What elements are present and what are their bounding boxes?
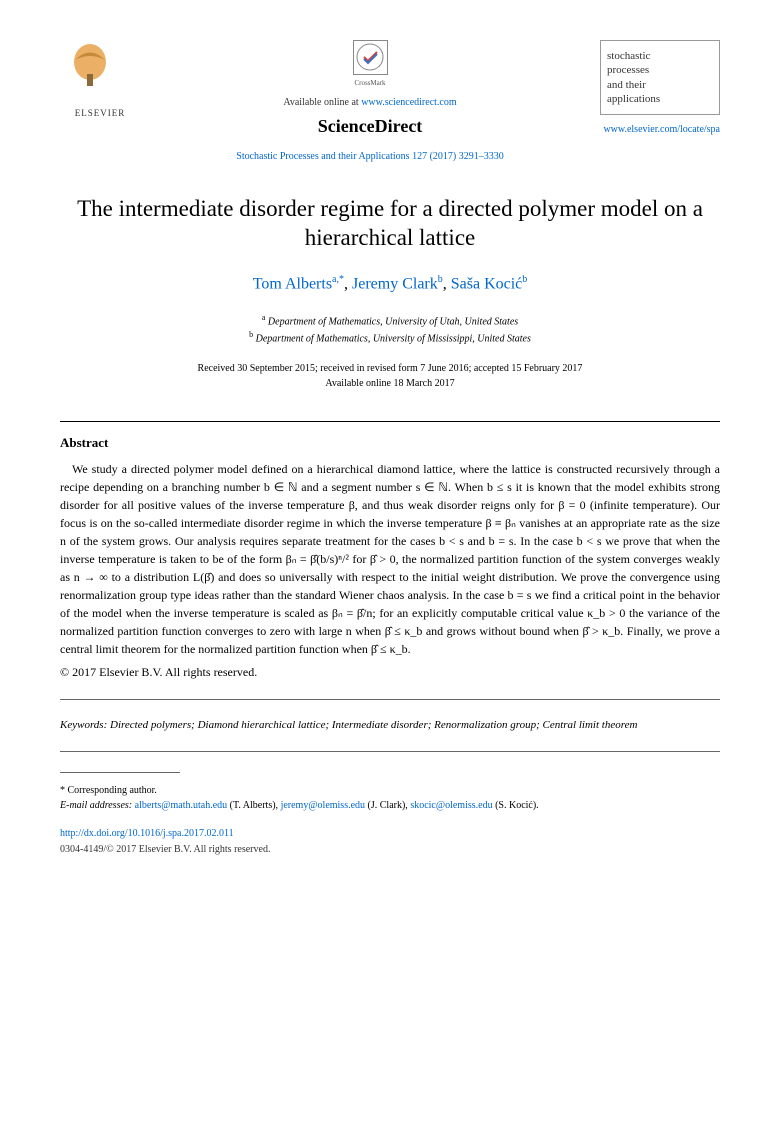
publisher-name: ELSEVIER [60,107,140,120]
email-label: E-mail addresses: [60,800,132,811]
email-addresses-line: E-mail addresses: alberts@math.utah.edu … [60,798,720,813]
dates-line-1: Received 30 September 2015; received in … [60,361,720,376]
doi-block: http://dx.doi.org/10.1016/j.spa.2017.02.… [60,827,720,857]
affiliation-b: b Department of Mathematics, University … [60,329,720,346]
crossmark-badge[interactable]: CrossMark [353,40,388,89]
journal-line-1: stochastic [607,49,713,63]
author-link-2[interactable]: Jeremy Clark [352,276,438,293]
footnote-rule [60,772,180,773]
author-affil-2: b [438,274,443,285]
publisher-logo-block: ELSEVIER [60,40,140,120]
email-who-3: (S. Kocić). [495,800,539,811]
available-online-text: Available online at www.sciencedirect.co… [160,96,580,110]
journal-line-4: applications [607,92,713,106]
header-right: stochastic processes and their applicati… [600,40,720,137]
affiliations-block: a Department of Mathematics, University … [60,312,720,347]
affiliation-a: a Department of Mathematics, University … [60,312,720,329]
abstract-heading: Abstract [60,434,720,452]
email-link-1[interactable]: alberts@math.utah.edu [135,800,228,811]
email-who-2: (J. Clark), [368,800,408,811]
available-prefix: Available online at [283,97,361,108]
keywords-label: Keywords: [60,719,107,731]
keywords-text: Directed polymers; Diamond hierarchical … [110,719,637,731]
paper-title: The intermediate disorder regime for a d… [60,194,720,254]
sciencedirect-url-link[interactable]: www.sciencedirect.com [361,97,456,108]
keywords-block: Keywords: Directed polymers; Diamond hie… [60,718,720,733]
author-link-3[interactable]: Saša Kocić [451,276,523,293]
header-row: ELSEVIER CrossMark Available online at w… [60,40,720,164]
crossmark-label: CrossMark [353,79,388,89]
author-affil-3: b [522,274,527,285]
footnotes-block: * Corresponding author. E-mail addresses… [60,783,720,813]
rule-top [60,421,720,422]
dates-block: Received 30 September 2015; received in … [60,361,720,391]
rule-after-keywords [60,751,720,752]
author-affil-1: a,* [332,274,344,285]
doi-link[interactable]: http://dx.doi.org/10.1016/j.spa.2017.02.… [60,828,234,839]
abstract-body: We study a directed polymer model define… [60,460,720,658]
crossmark-icon [353,40,388,75]
corresponding-author-note: * Corresponding author. [60,783,720,798]
dates-line-2: Available online 18 March 2017 [60,376,720,391]
email-link-3[interactable]: skocic@olemiss.edu [410,800,492,811]
citation-link[interactable]: Stochastic Processes and their Applicati… [160,150,580,164]
abstract-copyright: © 2017 Elsevier B.V. All rights reserved… [60,664,720,681]
issn-line: 0304-4149/© 2017 Elsevier B.V. All right… [60,843,720,857]
journal-title-box: stochastic processes and their applicati… [600,40,720,115]
rule-after-abstract [60,699,720,700]
authors-line: Tom Albertsa,*, Jeremy Clarkb, Saša Koci… [60,273,720,296]
author-link-1[interactable]: Tom Alberts [253,276,332,293]
email-who-1: (T. Alberts), [230,800,278,811]
elsevier-logo [60,40,120,105]
email-link-2[interactable]: jeremy@olemiss.edu [281,800,365,811]
journal-line-3: and their [607,78,713,92]
platform-name: ScienceDirect [160,114,580,139]
locate-link[interactable]: www.elsevier.com/locate/spa [600,123,720,137]
header-center: CrossMark Available online at www.scienc… [140,40,600,164]
journal-line-2: processes [607,63,713,77]
